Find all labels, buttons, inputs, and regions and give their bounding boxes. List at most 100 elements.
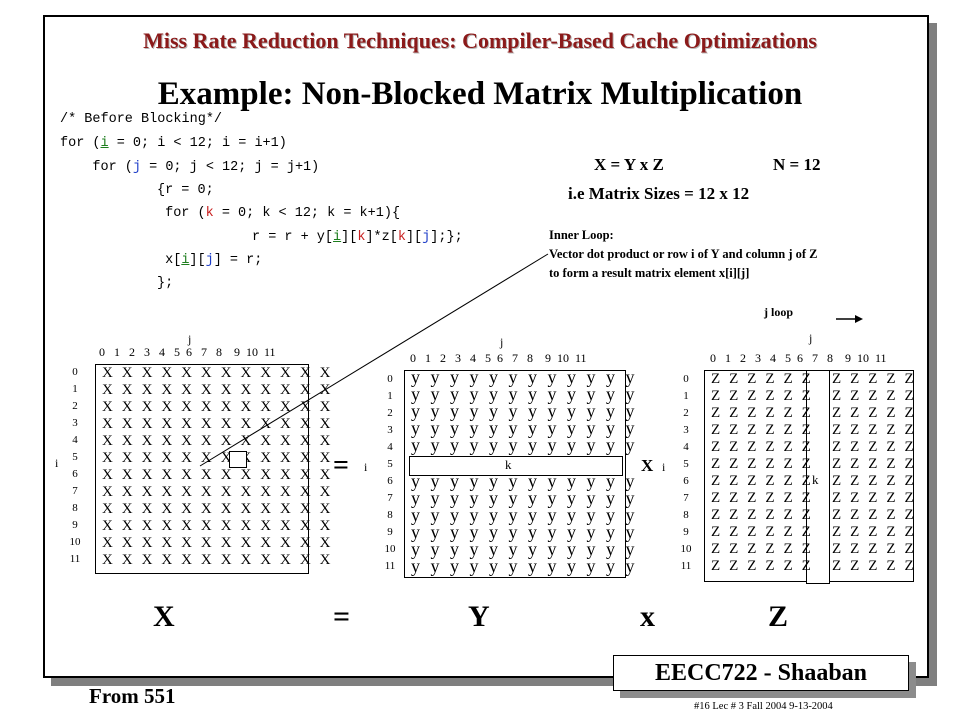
matrix-y-row: y y y y y y y y y y y y: [411, 539, 638, 559]
matrix-y-row: y y y y y y y y y y y y: [411, 522, 638, 542]
matrix-y-row: y y y y y y y y y y y y: [411, 505, 638, 525]
row-number: 4: [387, 441, 393, 453]
matrix-y-row: y y y y y y y y y y y y: [411, 471, 638, 491]
row-number: 10: [680, 543, 692, 555]
inner-loop-desc-2: to form a result matrix element x[i][j]: [549, 266, 750, 280]
row-number: 4: [72, 434, 78, 446]
matrix-sizes-note: i.e Matrix Sizes = 12 x 12: [568, 184, 750, 203]
row-number: 7: [683, 492, 689, 504]
row-number: 2: [683, 407, 689, 419]
matrix-z-k-label: k: [812, 472, 819, 487]
matrix-x-row: X X X X X X X X X X X X: [102, 501, 334, 517]
matrix-x-row: X X X X X X X X X X X X: [102, 382, 334, 398]
matrix-y-row: y y y y y y y y y y y y: [411, 488, 638, 508]
matrix-z-row: Z Z Z Z Z Z: [711, 439, 814, 455]
equals-sign: =: [333, 450, 349, 481]
row-number: 9: [387, 526, 393, 538]
matrix-z-row: Z Z Z Z Z: [832, 524, 917, 540]
matrix-x-row: X X X X X X X X X X X X: [102, 552, 334, 568]
row-number: 10: [384, 543, 396, 555]
matrix-equation: X = Y x Z: [594, 155, 664, 174]
matrix-x-j-label: j: [188, 332, 192, 346]
bottom-label-equals: =: [333, 600, 351, 633]
code-block: /* Before Blocking*/ for (i = 0; i < 12;…: [60, 112, 530, 292]
times-sign: X: [641, 456, 654, 475]
matrix-y-col-numbers: 0 1 2 3 4 5 6 7 8 9 10 11: [410, 351, 587, 365]
matrix-y-row: y y y y y y y y y y y y: [411, 401, 638, 421]
matrix-z: j loop j 0 1 2 3 4 5 6 7 8 9 10 11 i k Z…: [662, 300, 922, 585]
matrix-y-highlight-row: k: [409, 456, 623, 476]
matrix-y-row: y y y y y y y y y y y y: [411, 384, 638, 404]
matrix-size-n: N = 12: [773, 155, 821, 174]
matrix-x-row: X X X X X X X X X X X X: [102, 399, 334, 415]
matrix-x-highlight-element: [229, 451, 247, 468]
code-line-comment: /* Before Blocking*/: [60, 112, 223, 127]
code-line-r-init: {r = 0;: [157, 183, 214, 198]
matrix-x-row: X X X X X X X X X X X X: [102, 518, 334, 534]
matrix-z-box: k Z Z Z Z Z Z Z Z Z Z Z Z Z Z Z Z Z Z Z …: [704, 370, 917, 584]
matrix-z-col-numbers: 0 1 2 3 4 5 6 7 8 9 10 11: [710, 351, 887, 365]
row-number: 6: [72, 468, 78, 480]
row-number: 3: [387, 424, 393, 436]
matrix-z-row: Z Z Z Z Z: [832, 507, 917, 523]
bottom-label-x: X: [153, 600, 175, 633]
row-number: 0: [683, 373, 689, 385]
matrix-z-row: Z Z Z Z Z Z: [711, 371, 814, 387]
matrix-z-row: Z Z Z Z Z Z: [711, 558, 814, 574]
matrix-z-i-label: i: [662, 460, 666, 474]
matrix-z-row: Z Z Z Z Z: [832, 490, 917, 506]
matrix-z-row: Z Z Z Z Z: [832, 473, 917, 489]
course-badge: EECC722 - Shaaban: [613, 655, 909, 691]
row-number: 0: [387, 373, 393, 385]
matrix-z-row: Z Z Z Z Z Z: [711, 507, 814, 523]
matrix-x-row: X X X X X X X X X X X X: [102, 433, 334, 449]
row-number: 9: [683, 526, 689, 538]
code-line-for-j: for (j = 0; j < 12; j = j+1): [60, 160, 320, 175]
matrix-x-row: X X X X X X X X X X X X: [102, 467, 334, 483]
row-number: 2: [387, 407, 393, 419]
row-number: 0: [72, 366, 78, 378]
row-number: 10: [69, 536, 81, 548]
callout-line: [199, 253, 549, 467]
matrix-z-row: Z Z Z Z Z: [832, 558, 917, 574]
matrix-z-row: Z Z Z Z Z Z: [711, 490, 814, 506]
matrix-z-highlight-col: k: [806, 370, 830, 584]
row-number: 6: [387, 475, 393, 487]
row-number: 8: [387, 509, 393, 521]
matrix-z-row: Z Z Z Z Z Z: [711, 473, 814, 489]
inner-loop-note: Inner Loop: Vector dot product or row i …: [549, 226, 818, 283]
matrix-y-row: y y y y y y y y y y y y: [411, 556, 638, 576]
matrix-y-i-label: i: [364, 460, 368, 474]
row-number: 6: [683, 475, 689, 487]
inner-loop-desc-1: Vector dot product or row i of Y and col…: [549, 247, 818, 261]
j-loop-arrow-head: [855, 315, 863, 323]
matrix-z-j-label: j: [809, 331, 813, 345]
matrix-z-row: Z Z Z Z Z Z: [711, 388, 814, 404]
row-number: 11: [384, 560, 396, 572]
slide-frame: [43, 15, 929, 678]
j-loop-label: j loop: [764, 305, 794, 319]
matrix-y-row: y y y y y y y y y y y y: [411, 418, 638, 438]
bottom-label-times: x: [640, 600, 655, 633]
row-number: 4: [683, 441, 689, 453]
matrix-y: j 0 1 2 3 4 5 6 7 8 9 10 11 i y y y y y …: [362, 330, 635, 580]
matrix-x-col-numbers: 0 1 2 3 4 5 6 7 8 9 10 11: [99, 345, 276, 359]
row-number: 7: [387, 492, 393, 504]
row-number: 3: [72, 417, 78, 429]
code-line-accumulate: r = r + y[i][k]*z[k][j];};: [252, 230, 463, 245]
matrix-z-row: Z Z Z Z Z Z: [711, 524, 814, 540]
row-number: 1: [72, 383, 78, 395]
matrix-z-row: Z Z Z Z Z Z: [711, 541, 814, 557]
matrix-y-k-label: k: [505, 457, 512, 472]
bottom-label-z: Z: [768, 600, 789, 633]
matrix-x-row: X X X X X X X X X X X X: [102, 365, 334, 381]
bottom-label-y: Y: [468, 600, 490, 633]
row-number: 2: [72, 400, 78, 412]
matrix-z-row: Z Z Z Z Z: [832, 422, 917, 438]
matrix-z-row: Z Z Z Z Z: [832, 456, 917, 472]
code-line-assign: x[i][j] = r;: [157, 253, 263, 268]
matrix-x-row: X X X X X X X X X X X X: [102, 535, 334, 551]
source-note: From 551: [89, 684, 176, 708]
row-number: 9: [72, 519, 78, 531]
matrix-z-row: Z Z Z Z Z: [832, 388, 917, 404]
